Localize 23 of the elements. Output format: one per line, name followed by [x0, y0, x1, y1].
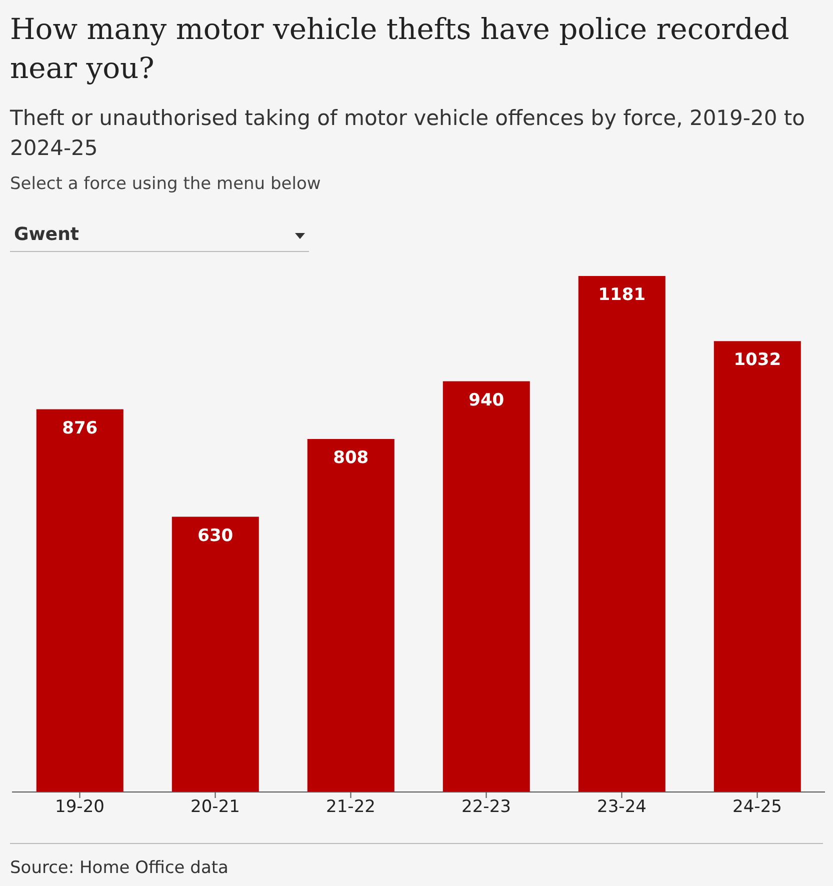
- bar: [307, 438, 394, 792]
- bar: [714, 341, 801, 792]
- x-tick-label: 24-25: [732, 797, 782, 818]
- x-tick-label: 20-21: [190, 797, 240, 818]
- bar: [36, 409, 124, 792]
- bar: [442, 381, 530, 792]
- x-tick-label: 22-23: [462, 797, 511, 818]
- dropdown-field: Gwent: [10, 222, 309, 252]
- text: Select a force using the menu below: [10, 174, 321, 194]
- bar: [172, 516, 259, 792]
- bar: [578, 276, 666, 792]
- data-label: 876: [62, 418, 98, 438]
- chart-subtitle: Theft or unauthorised taking of motor vehicle offences by force, 2019-20 to 2024-25: [10, 105, 806, 162]
- data-label: 1032: [734, 350, 782, 370]
- x-tick-label: 23-24: [597, 797, 646, 818]
- data-label: 1181: [598, 285, 646, 306]
- x-tick-label: 19-20: [55, 797, 104, 818]
- data-label: 940: [468, 390, 504, 410]
- source-note: Source: Home Office data: [10, 858, 228, 878]
- data-label: 630: [198, 526, 234, 546]
- x-tick-label: 21-22: [326, 797, 376, 818]
- data-label: 808: [333, 448, 369, 468]
- chart-title: How many motor vehicle thefts have police recorded near you?: [10, 11, 790, 87]
